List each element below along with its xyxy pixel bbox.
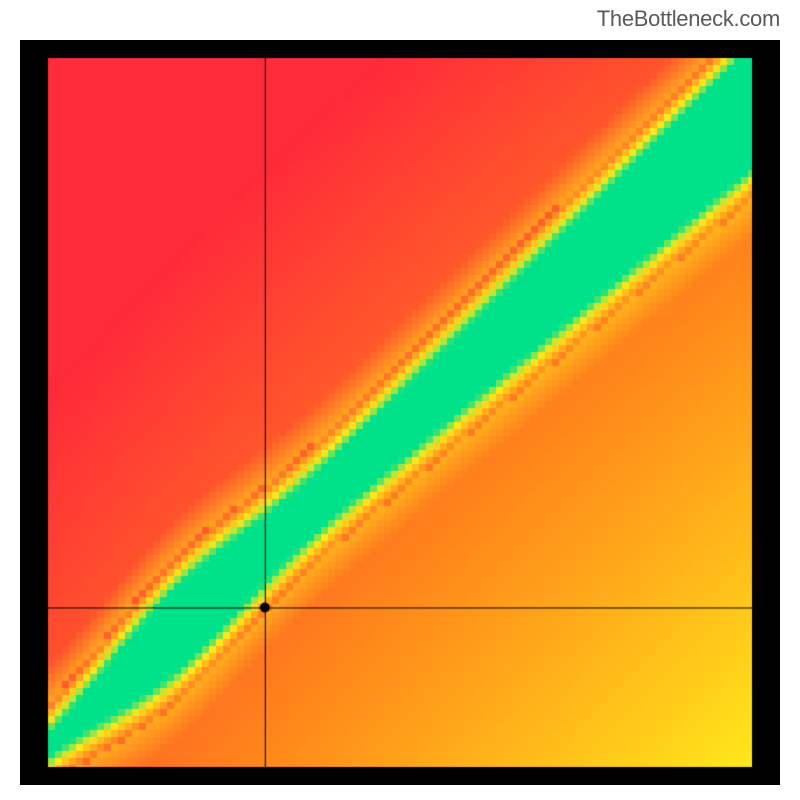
attribution-text: TheBottleneck.com bbox=[597, 6, 780, 32]
heatmap-plot bbox=[20, 40, 780, 785]
chart-container: TheBottleneck.com bbox=[0, 0, 800, 800]
heatmap-canvas bbox=[20, 40, 780, 785]
